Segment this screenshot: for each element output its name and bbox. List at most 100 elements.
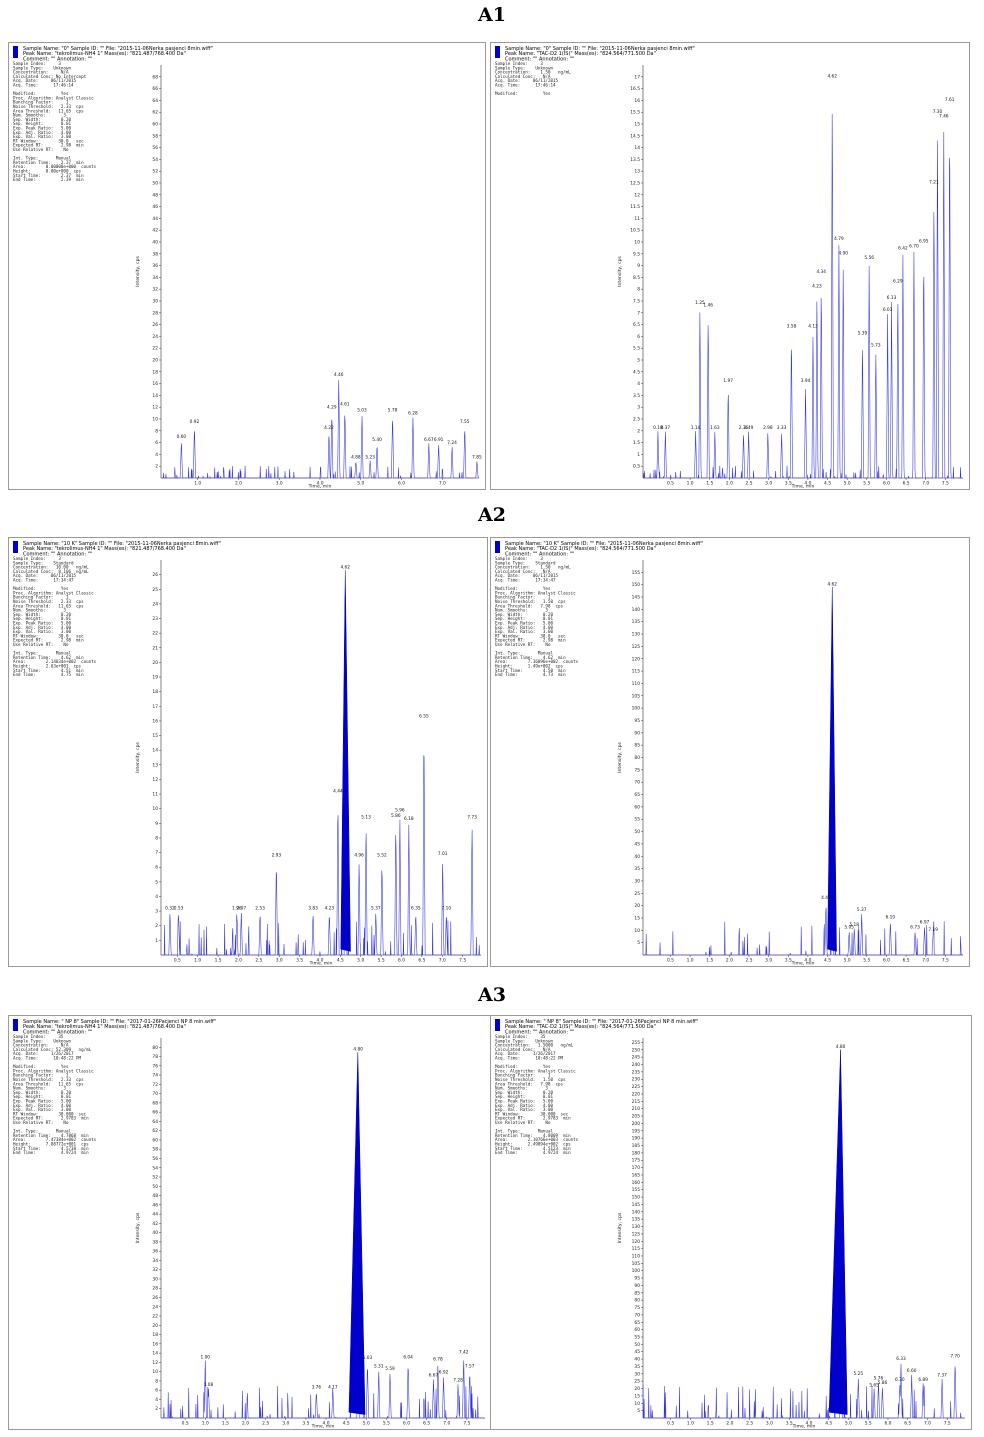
y-tick-label: 14.5 <box>630 133 640 139</box>
peak-label: 2.93 <box>272 853 282 859</box>
peak-label: 3.83 <box>308 905 318 911</box>
peak-label: 6.89 <box>918 1377 928 1383</box>
y-tick-label: 26 <box>152 1295 158 1301</box>
info-line: Int. Type: Manual <box>495 1129 553 1134</box>
info-line: End Time: 4.73 min <box>495 672 566 677</box>
info-line: End Time: 2.39 min <box>13 177 84 182</box>
y-tick-label: 90 <box>634 730 640 736</box>
x-tick-label: 4.0 <box>316 958 323 964</box>
peak-label: 1.25 <box>695 300 705 306</box>
x-tick-label: 2.5 <box>262 1421 269 1427</box>
peak-label: 4.80 <box>836 1044 846 1050</box>
peak-label: 5.86 <box>878 1380 888 1386</box>
info-line: Retention Time: 4.62 min <box>495 655 566 660</box>
y-tick-label: 50 <box>152 181 158 187</box>
y-tick-label: 95 <box>634 1276 640 1282</box>
peak-label: 3.58 <box>787 324 797 330</box>
info-line: Sample Index: 35 <box>13 1034 64 1039</box>
x-tick-label: 2.5 <box>746 958 753 964</box>
peak-label: 0.60 <box>177 434 187 440</box>
info-line: Height: 0.00e+000 cps <box>13 169 82 174</box>
y-tick-label: 24 <box>152 334 158 340</box>
info-line: Concentration: 10.00 ng/mL <box>13 565 89 570</box>
peak-label: 7.57 <box>465 1364 475 1370</box>
y-tick-label: 0.5 <box>633 464 640 470</box>
info-line: Noise Threshold: 1.50 cps <box>495 1077 566 1082</box>
y-tick-label: 205 <box>632 1114 641 1120</box>
info-line: Sample Type: Unknown <box>495 65 553 70</box>
y-tick-label: 195 <box>632 1128 641 1134</box>
peak-label: 7.55 <box>460 419 470 425</box>
peak-label: 1.97 <box>723 378 733 384</box>
x-tick-label: 3.0 <box>282 1421 289 1427</box>
peak-label: 5.13 <box>361 815 371 821</box>
peak-label: 2.49 <box>744 425 754 431</box>
x-tick-label: 7.0 <box>443 1421 450 1427</box>
peak-label: 4.34 <box>816 269 826 275</box>
info-line: Exp. Adj. Ratio: 4.00 <box>13 130 71 135</box>
y-tick-label: 10.5 <box>630 228 640 234</box>
info-line: Sep. Height: 0.01 <box>495 1094 553 1099</box>
y-tick-label: 1 <box>637 452 640 458</box>
y-tick-label: 16 <box>152 381 158 387</box>
y-tick-label: 6 <box>155 865 158 871</box>
peak-label: 5.52 <box>377 853 387 859</box>
peak-label: 7.30 <box>933 109 943 115</box>
y-tick-label: 65 <box>634 792 640 798</box>
peak-label: 5.59 <box>385 1366 395 1372</box>
y-tick-label: 35 <box>634 866 640 872</box>
peak-label: 6.04 <box>403 1354 413 1360</box>
peak-label: 6.73 <box>910 925 920 931</box>
x-tick-label: 5.0 <box>363 1421 370 1427</box>
peak-label: 1.46 <box>703 302 713 308</box>
y-tick-label: 135 <box>632 1217 641 1223</box>
y-tick-label: 58 <box>152 133 158 139</box>
y-tick-label: 65 <box>634 1320 640 1326</box>
info-line: Proc. Algorithm: Analyst Classic <box>13 590 94 595</box>
header-line: Peak Name: "TAC-D2 1(IS)" Mass(es): "824… <box>505 51 656 57</box>
info-line: Num. Smooths: 3 <box>13 113 66 118</box>
y-tick-label: 125 <box>632 1231 641 1237</box>
x-tick-label: 5.0 <box>357 958 364 964</box>
x-tick-label: 6.5 <box>423 1421 430 1427</box>
y-tick-label: 12 <box>152 1360 158 1366</box>
y-tick-label: 95 <box>634 718 640 724</box>
y-tick-label: 12.5 <box>630 181 640 187</box>
info-line: Retention Time: 4.7868 min <box>13 1133 89 1138</box>
x-tick-label: 0.5 <box>667 1421 674 1427</box>
info-line: Int. Type: Manual <box>495 651 553 656</box>
info-line: Proc. Algorithm: Analyst Classic <box>495 1068 576 1073</box>
info-line: Exp. Adj. Ratio: 4.00 <box>495 625 553 630</box>
y-tick-label: 14 <box>152 393 158 399</box>
peak-label: 2.98 <box>763 425 773 431</box>
info-line: Sep. Height: 0.01 <box>13 121 71 126</box>
x-tick-label: 5.5 <box>863 958 870 964</box>
y-tick-label: 70 <box>634 1312 640 1318</box>
peak-label: 0.18 <box>653 425 663 431</box>
y-tick-label: 11 <box>152 792 158 798</box>
y-tick-label: 10 <box>634 928 640 934</box>
y-tick-label: 14 <box>152 1351 158 1357</box>
header-line: Peak Name: "tekrolimus-NH4 1" Mass(es): … <box>23 1024 186 1030</box>
integrated-peak-area <box>348 1052 366 1415</box>
x-tick-label: 1.5 <box>215 958 222 964</box>
y-tick-label: 5 <box>155 879 158 885</box>
chromatogram-panel-a3-right: Sample Name: " NP 8" Sample ID: "" File:… <box>490 1015 972 1430</box>
x-axis-label: Time, min <box>791 961 815 967</box>
y-tick-label: 16 <box>634 98 640 104</box>
peak-label: 0.37 <box>661 425 671 431</box>
peak-label: 0.53 <box>174 905 184 911</box>
peak-label: 4.17 <box>328 1384 338 1390</box>
y-tick-label: 34 <box>152 275 158 281</box>
y-tick-label: 12 <box>152 405 158 411</box>
y-tick-label: 3 <box>637 405 640 411</box>
y-tick-label: 105 <box>632 1261 641 1267</box>
chromatogram-trace <box>643 113 963 479</box>
y-tick-label: 34 <box>152 1258 158 1264</box>
y-tick-label: 7 <box>155 850 158 856</box>
info-line: Proc. Algorithm: Analyst Classic <box>13 1068 94 1073</box>
y-tick-label: 78 <box>152 1054 158 1060</box>
y-tick-label: 4 <box>155 1397 158 1403</box>
y-tick-label: 85 <box>634 743 640 749</box>
y-tick-label: 8 <box>155 428 158 434</box>
